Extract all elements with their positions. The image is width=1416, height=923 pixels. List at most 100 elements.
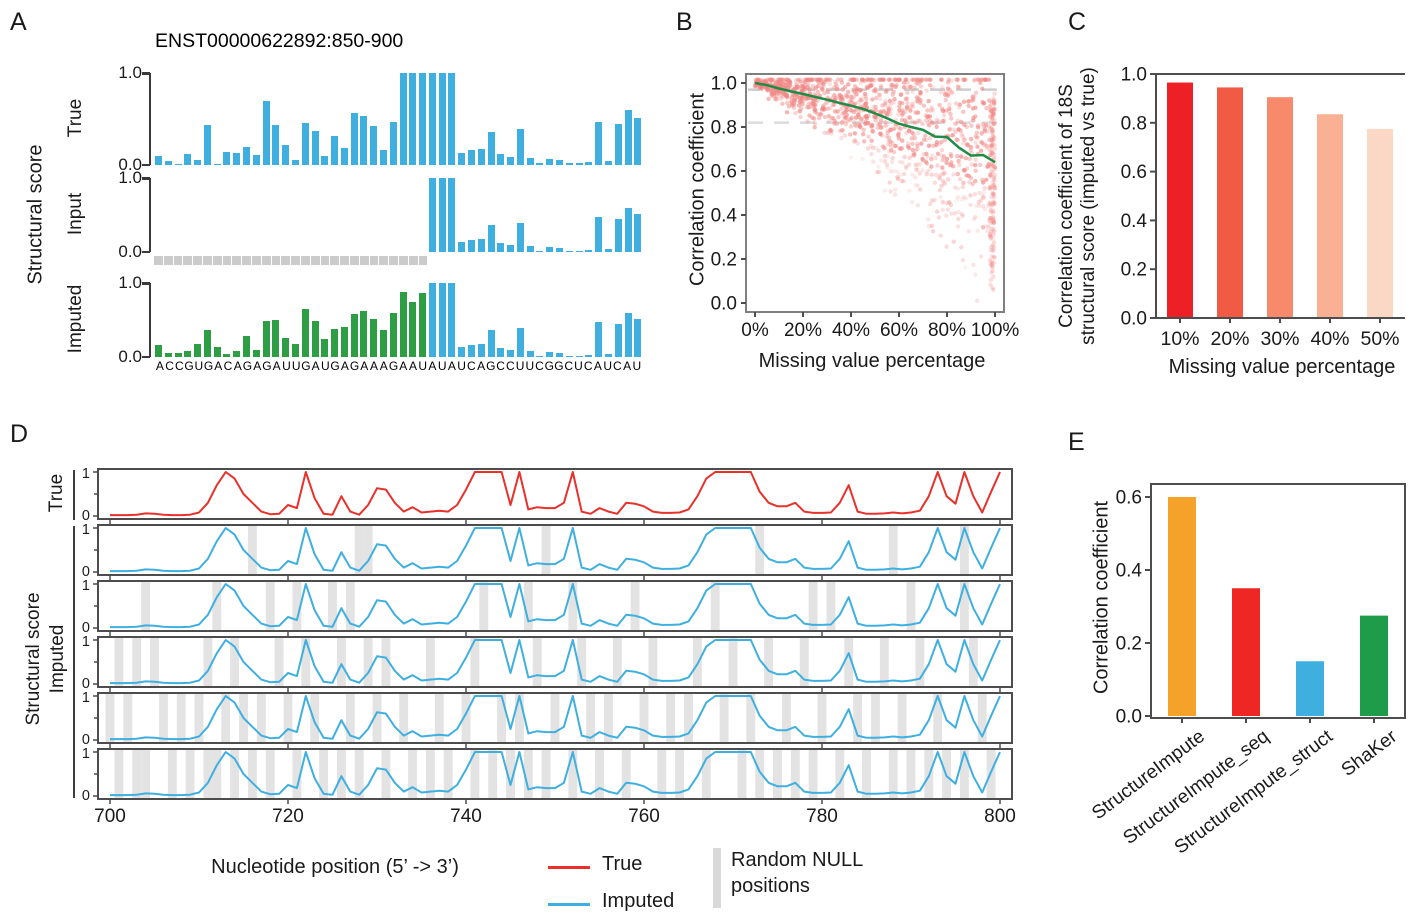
bar-StructureImpute_seq [1232,588,1260,716]
dot [961,167,967,173]
dot [990,248,996,254]
dot [900,138,905,143]
dot [940,108,946,114]
dot [991,220,997,225]
dot [927,83,933,88]
null-band [425,638,435,686]
dot [972,163,978,168]
y-tick-label: 0 [82,564,90,580]
nucleotide: C [223,359,233,373]
null-band [301,638,311,686]
dot [991,155,997,161]
null-band [790,750,800,798]
panel-d-ylabel-imputed: Imputed [47,624,68,694]
null-band [176,694,186,742]
dot [991,233,996,238]
dot [910,89,915,94]
dot [805,119,810,124]
panel-c-ylabel-line1: Correlation coefficient of 18S [1056,84,1077,328]
dot [992,117,997,123]
dot [897,146,903,151]
dot [948,202,954,208]
null-band [719,694,729,742]
bar [223,354,231,357]
null-band [879,638,889,686]
null-band [328,582,337,630]
dot [914,141,920,146]
bar [428,178,436,252]
x-tick-label: 50% [1360,328,1399,350]
dot [895,133,901,138]
null-band [799,638,809,686]
dot [891,126,897,132]
bar [311,321,319,357]
y-tick-label: 1 [82,690,90,706]
dot [913,167,919,173]
null-band [221,694,231,742]
dot [912,135,918,141]
dot [989,115,995,120]
dot [966,103,971,109]
panel-a-title: ENST00000622892:850-900 [155,30,404,52]
dot [933,155,938,161]
strip-imputed-2: 10 [82,578,1013,636]
bar [184,351,192,357]
dot [973,272,978,277]
null-band [959,526,969,574]
dot [876,164,881,169]
dot [923,137,929,143]
dot [776,79,781,84]
dot [792,85,797,90]
dot [961,140,966,146]
dot [902,154,907,160]
imputed-line [110,527,1001,573]
bar [360,311,368,357]
null-band [933,694,943,742]
dot [991,183,996,188]
dot [768,77,773,82]
dot [961,99,967,105]
dot [925,108,930,113]
null-square [359,256,369,265]
dot [991,191,996,196]
dot [833,81,839,87]
dot [890,159,895,165]
y-axis-bracket [142,177,151,253]
dot [933,172,939,178]
nucleotide: A [379,359,388,373]
dot [944,213,949,218]
dot [946,200,952,205]
dot [992,165,998,170]
dot [979,130,984,135]
dot [838,107,843,112]
dot [895,175,900,180]
dot [778,83,784,89]
dot [806,105,811,110]
dot [938,233,943,238]
dot [973,140,978,145]
dot [865,146,871,151]
null-band [265,750,275,798]
dot [837,95,843,100]
legend-null-label: Random NULL positions [731,849,863,897]
null-band [336,638,346,686]
null-band [701,750,711,798]
bar-StructureImpute_struct [1296,661,1324,716]
dot [821,103,826,109]
dot [886,77,891,82]
dot [917,162,922,167]
bar [634,214,642,252]
dot [846,89,851,95]
dot [953,121,958,126]
nucleotide: A [477,359,486,373]
dot [885,165,890,170]
null-band [853,694,863,742]
dot [987,257,993,263]
dot [814,77,819,82]
dot [812,77,817,82]
dot [986,77,992,82]
null-square [301,256,310,265]
null-square [163,256,173,265]
scatter-points [752,77,998,303]
dot [978,254,984,259]
